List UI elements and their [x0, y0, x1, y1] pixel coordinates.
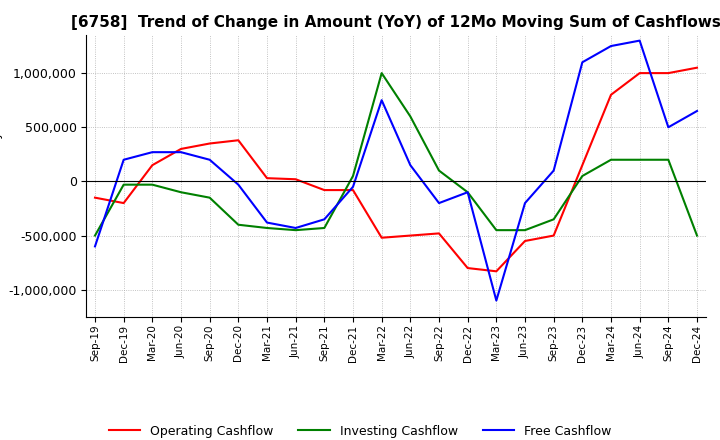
Operating Cashflow: [464, 265, 472, 271]
Line: Operating Cashflow: Operating Cashflow: [95, 68, 697, 271]
Free Cashflow: [492, 298, 500, 303]
Investing Cashflow: [549, 216, 558, 222]
Investing Cashflow: [91, 233, 99, 238]
Investing Cashflow: [263, 225, 271, 231]
Operating Cashflow: [549, 233, 558, 238]
Free Cashflow: [176, 150, 185, 155]
Operating Cashflow: [234, 138, 243, 143]
Operating Cashflow: [348, 187, 357, 193]
Free Cashflow: [607, 44, 616, 49]
Free Cashflow: [435, 201, 444, 206]
Free Cashflow: [578, 60, 587, 65]
Free Cashflow: [234, 182, 243, 187]
Operating Cashflow: [435, 231, 444, 236]
Free Cashflow: [348, 184, 357, 190]
Investing Cashflow: [578, 173, 587, 179]
Free Cashflow: [320, 216, 328, 222]
Operating Cashflow: [120, 201, 128, 206]
Operating Cashflow: [406, 233, 415, 238]
Operating Cashflow: [377, 235, 386, 240]
Investing Cashflow: [348, 173, 357, 179]
Investing Cashflow: [148, 182, 157, 187]
Free Cashflow: [693, 108, 701, 114]
Operating Cashflow: [664, 70, 672, 76]
Operating Cashflow: [292, 176, 300, 182]
Investing Cashflow: [635, 157, 644, 162]
Investing Cashflow: [435, 168, 444, 173]
Free Cashflow: [635, 38, 644, 43]
Title: [6758]  Trend of Change in Amount (YoY) of 12Mo Moving Sum of Cashflows: [6758] Trend of Change in Amount (YoY) o…: [71, 15, 720, 30]
Investing Cashflow: [492, 227, 500, 233]
Operating Cashflow: [492, 269, 500, 274]
Operating Cashflow: [263, 176, 271, 181]
Investing Cashflow: [120, 182, 128, 187]
Free Cashflow: [664, 125, 672, 130]
Line: Free Cashflow: Free Cashflow: [95, 40, 697, 301]
Operating Cashflow: [578, 162, 587, 168]
Investing Cashflow: [377, 70, 386, 76]
Free Cashflow: [205, 157, 214, 162]
Investing Cashflow: [464, 190, 472, 195]
Y-axis label: Amount (million yen): Amount (million yen): [0, 110, 3, 242]
Investing Cashflow: [693, 233, 701, 238]
Free Cashflow: [521, 201, 529, 206]
Investing Cashflow: [607, 157, 616, 162]
Operating Cashflow: [176, 146, 185, 151]
Investing Cashflow: [292, 227, 300, 233]
Operating Cashflow: [635, 70, 644, 76]
Operating Cashflow: [91, 195, 99, 200]
Investing Cashflow: [320, 225, 328, 231]
Investing Cashflow: [205, 195, 214, 200]
Free Cashflow: [148, 150, 157, 155]
Free Cashflow: [464, 190, 472, 195]
Investing Cashflow: [406, 114, 415, 119]
Investing Cashflow: [176, 190, 185, 195]
Investing Cashflow: [234, 222, 243, 227]
Operating Cashflow: [205, 141, 214, 146]
Operating Cashflow: [607, 92, 616, 97]
Free Cashflow: [263, 220, 271, 225]
Free Cashflow: [120, 157, 128, 162]
Operating Cashflow: [148, 162, 157, 168]
Operating Cashflow: [693, 65, 701, 70]
Free Cashflow: [377, 98, 386, 103]
Investing Cashflow: [521, 227, 529, 233]
Operating Cashflow: [521, 238, 529, 244]
Legend: Operating Cashflow, Investing Cashflow, Free Cashflow: Operating Cashflow, Investing Cashflow, …: [104, 420, 616, 440]
Free Cashflow: [91, 244, 99, 249]
Free Cashflow: [406, 162, 415, 168]
Free Cashflow: [549, 168, 558, 173]
Free Cashflow: [292, 225, 300, 231]
Investing Cashflow: [664, 157, 672, 162]
Line: Investing Cashflow: Investing Cashflow: [95, 73, 697, 235]
Operating Cashflow: [320, 187, 328, 193]
